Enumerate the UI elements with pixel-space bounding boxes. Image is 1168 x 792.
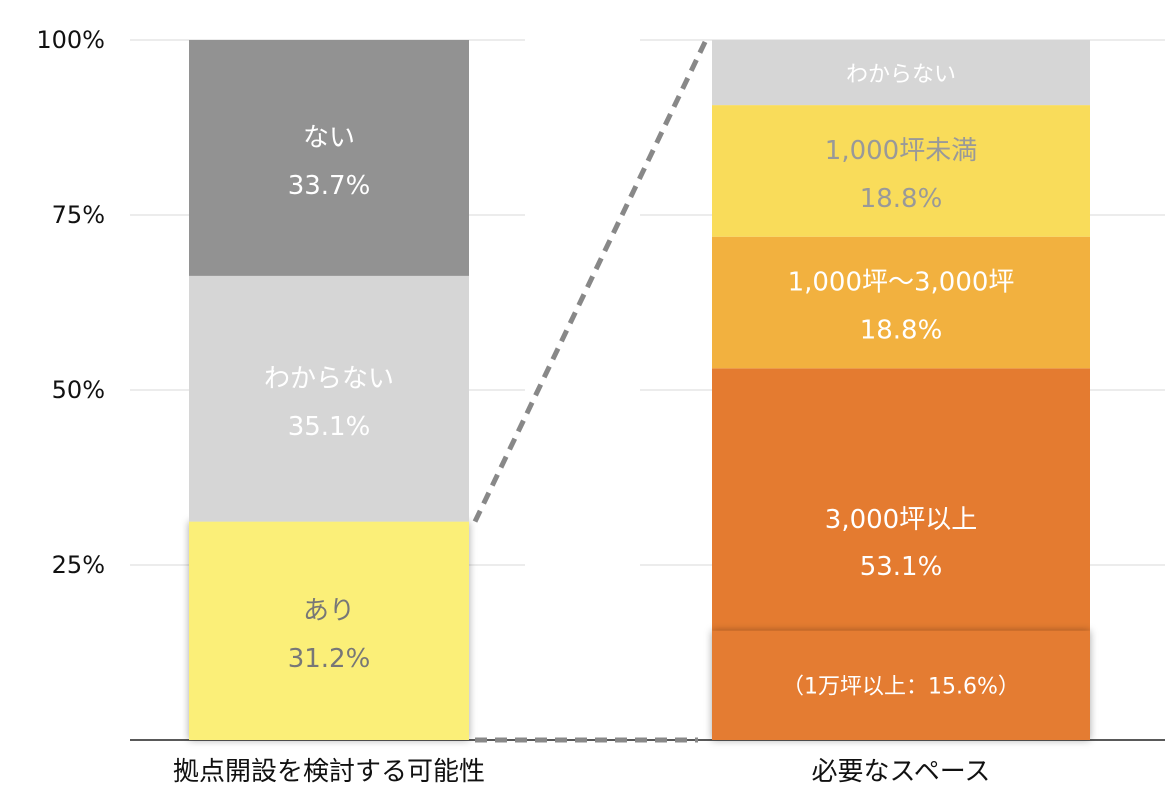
bars: あり 31.2% わからない 35.1% ない 33.7% 3,000坪以上 53.1% 1,0… <box>189 40 1090 740</box>
annotation-segment <box>712 630 1090 740</box>
segment-value-label: 18.8% <box>860 184 943 214</box>
segment-name-label: あり <box>303 596 355 626</box>
x-axis-categories: 拠点開設を検討する可能性 必要なスペース <box>173 757 990 787</box>
segment-name-label: わからない <box>846 63 956 88</box>
bar-segment <box>712 105 1090 237</box>
segment-name-label: 1,000坪〜3,000坪 <box>788 268 1015 298</box>
y-tick-label: 75% <box>52 201 105 229</box>
y-tick-label: 50% <box>52 376 105 404</box>
segment-name-label: 1,000坪未満 <box>825 136 977 166</box>
y-tick-label: 25% <box>52 551 105 579</box>
segment-value-label: 53.1% <box>860 552 943 582</box>
bar-segment <box>712 236 1090 369</box>
category-label: 必要なスペース <box>812 757 991 787</box>
segment-name-label: ない <box>303 123 355 153</box>
segment-name-label: わからない <box>264 364 394 394</box>
annotation-label: （1万坪以上：15.6%） <box>782 674 1020 699</box>
segment-value-label: 33.7% <box>288 171 371 201</box>
zoom-connectors <box>472 38 709 743</box>
segment-value-label: 31.2% <box>288 644 371 674</box>
segment-value-label: 18.8% <box>860 316 943 346</box>
bar-segment <box>189 40 469 276</box>
category-label: 拠点開設を検討する可能性 <box>173 757 485 787</box>
bar-segment <box>189 275 469 522</box>
bar-segment <box>712 40 1090 106</box>
connector-top <box>472 38 709 523</box>
y-tick-label: 100% <box>36 26 105 54</box>
segment-value-label: 35.1% <box>288 412 371 442</box>
segment-name-label: 3,000坪以上 <box>825 505 977 535</box>
bar-segment <box>189 521 469 740</box>
y-axis-ticks: 25% 50% 75% 100% <box>36 26 105 579</box>
